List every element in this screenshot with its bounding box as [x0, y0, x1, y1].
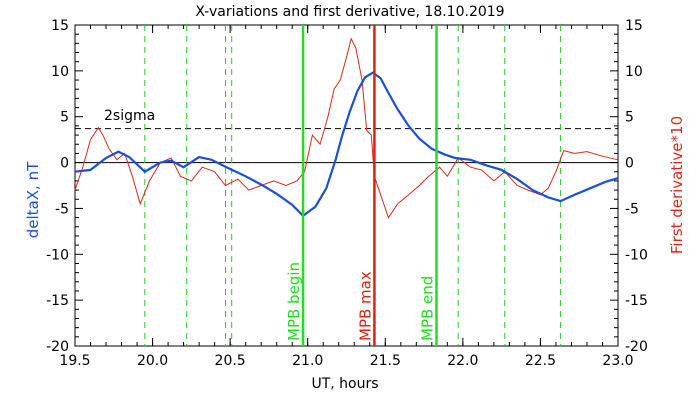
- series-line-deltax: [74, 71, 619, 218]
- x-tick-label: 23.0: [602, 353, 633, 369]
- x-tick-label: 22.0: [447, 353, 478, 369]
- y-tick-label-right: 10: [625, 64, 643, 80]
- y-tick-label-left: -10: [46, 247, 69, 263]
- y-tick-label-right: -10: [625, 247, 648, 263]
- y-tick-label-left: -15: [46, 293, 69, 309]
- y-tick-label-right: -5: [625, 201, 639, 217]
- event-label: MPB max: [356, 271, 374, 341]
- y-tick-label-right: -20: [625, 339, 648, 355]
- y-tick-label-left: -20: [46, 339, 69, 355]
- event-label: MPB begin: [285, 262, 303, 341]
- x-tick-label: 21.5: [370, 353, 401, 369]
- y-tick-label-left: 15: [51, 18, 69, 34]
- y-axis-label-left: deltaX, nT: [24, 161, 42, 238]
- x-tick-label: 22.5: [525, 353, 556, 369]
- y-tick-label-right: 15: [625, 18, 643, 34]
- event-label: MPB end: [418, 276, 436, 341]
- y-tick-label-left: 0: [60, 156, 69, 172]
- x-tick-label: 19.5: [59, 353, 90, 369]
- x-tick-label: 20.0: [137, 353, 168, 369]
- y-tick-label-right: 5: [625, 110, 634, 126]
- x-tick-label: 20.5: [215, 353, 246, 369]
- x-axis-label: UT, hours: [311, 376, 378, 392]
- y-tick-label-right: 0: [625, 156, 634, 172]
- y-tick-label-left: 10: [51, 64, 69, 80]
- chart-title: X-variations and first derivative, 18.10…: [195, 4, 504, 20]
- x-tick-label: 21.0: [292, 353, 323, 369]
- y-tick-label-right: -15: [625, 293, 648, 309]
- two-sigma-label: 2sigma: [104, 108, 155, 124]
- y-tick-label-left: 5: [60, 110, 69, 126]
- y-axis-label-right: First derivative*10: [668, 116, 686, 254]
- plot-frame: [74, 24, 619, 347]
- y-tick-label-left: -5: [55, 201, 69, 217]
